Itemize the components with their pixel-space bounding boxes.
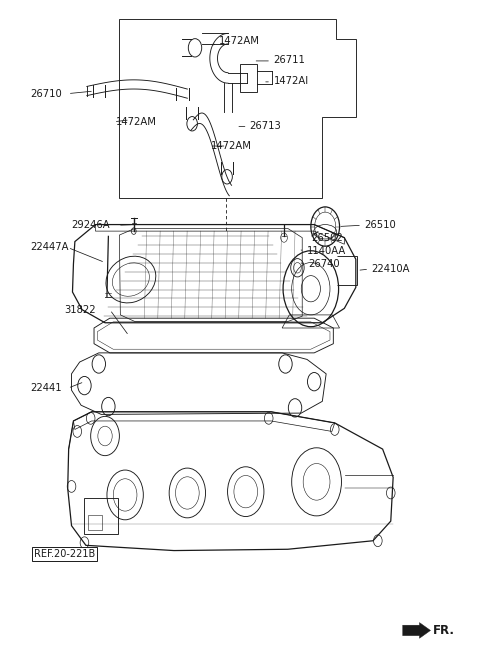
Text: 22410A: 22410A [372,264,410,274]
Text: REF.20-221B: REF.20-221B [34,549,96,559]
Text: 26711: 26711 [274,54,305,64]
Text: 26502: 26502 [311,233,343,243]
Text: 22447A: 22447A [30,243,69,253]
Text: 26740: 26740 [309,259,340,269]
Text: 29246A: 29246A [72,220,110,230]
Polygon shape [403,623,431,638]
Bar [88,515,102,529]
Text: 26510: 26510 [364,220,396,230]
Text: 1472AI: 1472AI [274,75,309,85]
Bar [240,64,257,92]
Text: 1472AM: 1472AM [116,117,156,127]
Text: 31822: 31822 [64,304,96,315]
Text: 22441: 22441 [30,383,62,393]
Bar [84,498,118,534]
Text: 1472AM: 1472AM [218,36,259,47]
Text: FR.: FR. [433,624,455,637]
Text: 1472AM: 1472AM [211,141,252,151]
Text: 1140AA: 1140AA [307,246,346,256]
Text: 26710: 26710 [30,89,62,98]
Text: 26713: 26713 [250,121,281,131]
